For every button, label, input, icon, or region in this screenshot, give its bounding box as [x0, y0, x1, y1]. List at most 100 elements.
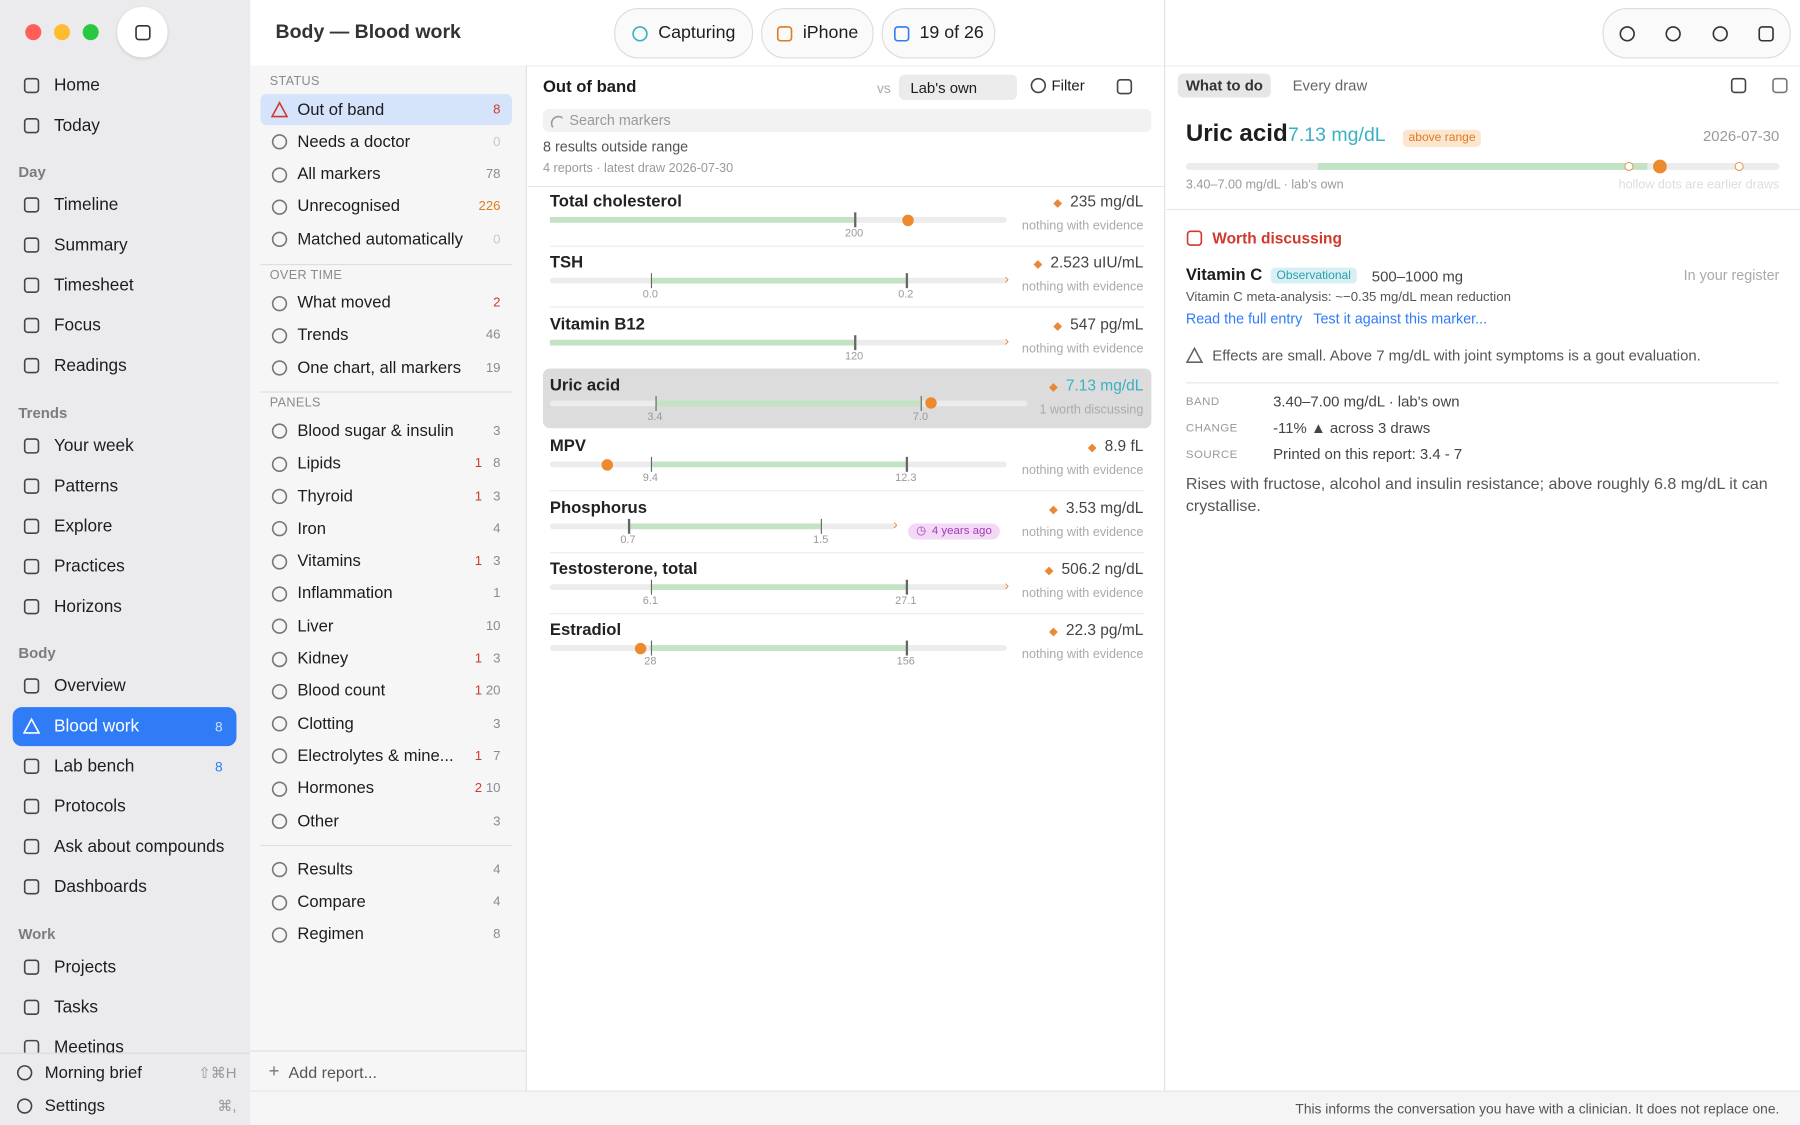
nav-item[interactable]: Thyroid 3 1 [261, 481, 512, 512]
label: Kidney [297, 649, 349, 669]
section-heading: Day [18, 163, 46, 181]
add-report[interactable]: + Add report... [250, 1050, 526, 1091]
sidebar-item[interactable]: Tasks [13, 987, 237, 1026]
sidebar-item[interactable]: Protocols [13, 787, 237, 826]
nav-item[interactable]: Blood count 20 1 [261, 676, 512, 707]
sidebar-item[interactable]: Timeline [13, 185, 237, 224]
nav-item[interactable]: Trends 46 [261, 320, 512, 351]
sidebar-item[interactable]: Practices [13, 546, 237, 585]
marker-note: nothing with evidence [1021, 586, 1144, 601]
icon [1030, 77, 1047, 94]
toolbar-button[interactable]: 19 of 26 [881, 8, 996, 59]
icon-button[interactable] [1665, 25, 1682, 42]
discuss-heading: Worth discussing [1186, 230, 1342, 247]
share-button[interactable] [1730, 77, 1747, 94]
nav-item[interactable]: What moved 2 [261, 288, 512, 319]
marker-row[interactable]: Phosphorus ◆ 3.53 mg/dL nothing with eviden… [543, 491, 1151, 551]
sidebar-item[interactable]: Projects [13, 947, 237, 986]
sidebar-item[interactable]: Horizons [13, 587, 237, 626]
sidebar-item[interactable]: Readings [13, 346, 237, 385]
search-field[interactable]: Search markers [542, 109, 1152, 133]
nav-item[interactable]: Iron 4 [261, 513, 512, 544]
tab[interactable]: What to do [1177, 73, 1271, 98]
marker-value: ◆ 235 mg/dL [1053, 193, 1143, 210]
marker-row[interactable]: Testosterone, total ◆ 506.2 ng/dL nothing w… [543, 552, 1151, 612]
nav-item[interactable]: Results 4 [261, 854, 512, 885]
marker-row[interactable]: Total cholesterol ◆ 235 mg/dL nothing with … [543, 185, 1151, 245]
nav-item[interactable]: Compare 4 [261, 887, 512, 918]
marker-name: Estradiol [549, 621, 622, 640]
plus: + [268, 1061, 280, 1081]
range-tick [905, 579, 908, 595]
nav-item[interactable]: Vitamins 3 1 [261, 546, 512, 577]
icon [16, 1065, 33, 1081]
window-title: Body — Blood work [275, 20, 461, 43]
nav-item[interactable]: Clotting 3 [261, 708, 512, 739]
nav-item[interactable]: Hormones 10 2 [261, 773, 512, 804]
normal-range [650, 461, 906, 468]
nav-item[interactable]: Regimen 8 [261, 919, 512, 950]
icon-button[interactable] [1618, 25, 1635, 42]
label: Thyroid [297, 487, 353, 506]
link[interactable]: Read the full entry [1185, 311, 1303, 328]
icon [271, 781, 288, 797]
badge: 8 [215, 758, 223, 775]
sidebar-item[interactable]: Lab bench 8 [13, 747, 237, 786]
window-control[interactable] [25, 24, 42, 41]
nav-item[interactable]: Lipids 8 1 [261, 448, 512, 479]
nav-item[interactable]: One chart, all markers 19 [261, 353, 512, 384]
sidebar-item[interactable]: Dashboards [13, 867, 237, 906]
nav-item[interactable]: Kidney 3 1 [261, 643, 512, 674]
baseline-select[interactable]: Lab's own [898, 74, 1018, 100]
icon-button[interactable] [1758, 25, 1775, 42]
icon-group [1602, 8, 1791, 59]
tab[interactable]: Every draw [1292, 76, 1368, 95]
toolbar-button[interactable]: iPhone [761, 8, 874, 59]
flag-diamond: ◆ [1048, 503, 1058, 517]
toolbar-button[interactable]: Capturing [614, 8, 754, 59]
marker-row[interactable]: Estradiol ◆ 22.3 pg/mL nothing with evidenc… [543, 613, 1151, 673]
nav-item[interactable]: Other 3 [261, 806, 512, 837]
link[interactable]: Test it against this marker... [1313, 311, 1488, 328]
footer-item[interactable]: Settings ⌘, [16, 1091, 236, 1122]
nav-item[interactable]: Liver 10 [261, 611, 512, 642]
expand-button[interactable] [1771, 77, 1788, 94]
tick-label: 7.0 [912, 410, 929, 424]
sidebar-item[interactable]: Blood work 8 [12, 706, 237, 746]
marker-row[interactable]: TSH ◆ 2.523 uIU/mL nothing with evidence 0.0… [543, 246, 1151, 306]
sidebar-item[interactable]: Focus [13, 306, 237, 345]
vs: vs [877, 80, 891, 97]
nav-item[interactable]: Out of band 8 [260, 94, 512, 126]
nav-item[interactable]: Needs a doctor 0 [261, 127, 512, 158]
sidebar-item[interactable]: Patterns [13, 466, 237, 505]
nav-item[interactable]: Unrecognised 226 [261, 192, 512, 223]
sidebar-item[interactable]: Ask about compounds [13, 827, 237, 866]
nav-item[interactable]: All markers 78 [261, 159, 512, 190]
nav-item[interactable]: Inflammation 1 [261, 578, 512, 609]
nav-item[interactable]: Matched automatically 0 [261, 224, 512, 255]
nav-item[interactable]: Blood sugar & insulin 3 [261, 416, 512, 447]
sidebar-item[interactable]: Your week [13, 426, 237, 465]
sidebar-item[interactable]: Today [13, 106, 237, 145]
icon [271, 456, 288, 472]
filter-button[interactable]: Filter [1030, 77, 1085, 94]
tick-label: 3.4 [647, 410, 663, 424]
count: 226 [478, 200, 501, 214]
icon-button[interactable] [1711, 25, 1728, 42]
marker-row[interactable]: Vitamin B12 ◆ 547 pg/mL nothing with eviden… [543, 307, 1151, 367]
sidebar-toggle[interactable] [117, 6, 168, 58]
sidebar-item[interactable]: Explore [13, 506, 237, 545]
marker-row[interactable]: Uric acid ◆ 7.13 mg/dL 1 worth discussing 3.… [542, 368, 1152, 429]
nav-item[interactable]: Electrolytes & mine... 7 1 [261, 741, 512, 772]
sidebar-item[interactable]: Timesheet [13, 266, 237, 305]
window-control[interactable] [82, 24, 99, 41]
window-control[interactable] [53, 24, 71, 41]
badge: 8 [215, 718, 223, 735]
sidebar-item[interactable]: Overview [13, 666, 237, 705]
sidebar-item[interactable]: Summary [13, 226, 237, 265]
marker-row[interactable]: MPV ◆ 8.9 fL nothing with evidence 9.4 12.3 [543, 430, 1151, 490]
footer-item[interactable]: Morning brief ⇧⌘H [16, 1057, 236, 1088]
share-button[interactable] [1116, 78, 1133, 95]
icon [632, 25, 649, 41]
sidebar-item[interactable]: Home [13, 65, 237, 104]
